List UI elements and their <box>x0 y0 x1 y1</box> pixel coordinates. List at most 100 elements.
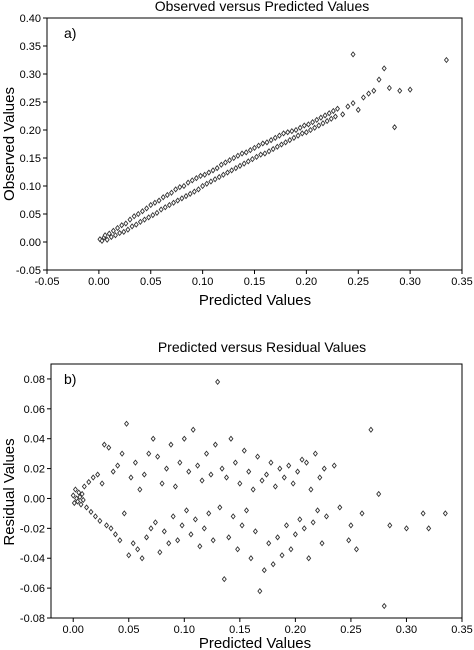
chart-b-data-point <box>190 426 196 433</box>
chart-a-data-point <box>173 186 179 193</box>
chart-a-data-point <box>106 230 112 237</box>
chart-b-data-point <box>146 450 152 457</box>
chart-a-data-point <box>350 99 356 107</box>
chart-b-x-tick-label-5: 0.25 <box>340 624 361 636</box>
chart-b-data-point <box>283 522 289 529</box>
chart-a-data-point <box>355 106 361 113</box>
chart-b-data-point <box>80 496 86 504</box>
chart-b-data-point <box>312 450 318 457</box>
chart-a-data-point <box>160 194 166 201</box>
chart-a-data-point <box>262 150 268 157</box>
chart-a-data-point <box>133 221 139 228</box>
chart-a-y-tick-label-1: 0.00 <box>20 237 41 249</box>
chart-b-x-tick-label-3: 0.15 <box>229 624 250 636</box>
chart-a-data-point <box>324 117 330 125</box>
chart-a-data-point <box>247 147 253 154</box>
chart-b-data-point <box>228 435 234 442</box>
chart-b-data-point <box>108 525 114 532</box>
chart-a-data-point <box>121 228 127 236</box>
chart-a-data-point <box>270 145 276 153</box>
chart-a-data-point <box>252 144 257 152</box>
chart-a-data-point <box>164 191 170 199</box>
chart-a-data-point <box>125 226 131 233</box>
chart-b-data-point <box>186 468 192 475</box>
chart-b-data-point <box>331 462 337 469</box>
chart-a-y-tick-label-5: 0.20 <box>20 125 41 137</box>
chart-b-data-point <box>141 471 147 478</box>
chart-a-y-tick-label-6: 0.25 <box>20 97 41 109</box>
chart-a-data-point <box>191 188 197 195</box>
chart-b-data-point <box>319 540 325 547</box>
chart-b-data-point <box>152 519 158 526</box>
chart-b-data-point <box>295 468 301 475</box>
chart-a-data-point <box>227 157 233 164</box>
chart-b-data-point <box>115 462 121 469</box>
chart-a-data-point <box>266 148 272 155</box>
chart-a-data-point <box>392 124 398 131</box>
chart-b-data-point <box>246 468 252 475</box>
chart-a-data-point <box>142 216 148 223</box>
chart-a-data-point <box>169 189 174 196</box>
chart-b-y-tick-label-5: 0.02 <box>24 464 45 476</box>
chart-b-data-point <box>219 465 225 472</box>
chart-b-data-point <box>387 522 393 529</box>
chart-b-data-point <box>208 471 214 478</box>
chart-b-data-point <box>101 441 107 448</box>
chart-b-data-point <box>292 531 298 538</box>
chart-a-data-point <box>303 129 309 136</box>
chart-a-data-point <box>119 222 125 229</box>
chart-a-data-point <box>206 169 212 176</box>
chart-b-data-point <box>144 534 150 541</box>
chart-b-panel-label: b) <box>64 371 76 387</box>
chart-a-data-point <box>158 206 164 213</box>
chart-b-data-point <box>323 513 329 520</box>
chart-a-y-axis-label: Observed Values <box>1 87 18 201</box>
chart-b-data-point <box>106 444 112 451</box>
chart-b-data-point <box>301 525 307 532</box>
chart-a-data-point <box>137 218 143 225</box>
chart-b-data-point <box>206 510 212 517</box>
chart-b-data-point <box>270 561 276 568</box>
chart-b-data-point <box>215 378 221 386</box>
chart-b-data-point <box>177 459 183 466</box>
chart-a-data-point <box>268 136 274 144</box>
chart-b-data-point <box>442 510 448 517</box>
chart-b-data-point <box>148 525 154 532</box>
chart-b-x-tick-label-7: 0.35 <box>451 624 472 636</box>
chart-a-data-point <box>187 190 193 197</box>
chart-b-data-point <box>244 507 249 514</box>
chart-b-x-tick-label-4: 0.20 <box>285 624 306 636</box>
chart-a-data-point <box>381 65 387 72</box>
chart-b-data-point <box>71 499 77 507</box>
chart-b-y-tick-label-1: -0.06 <box>20 583 45 595</box>
chart-a-y-tick-label-7: 0.30 <box>20 69 41 81</box>
chart-b-x-tick-label-0: 0.00 <box>63 624 84 636</box>
chart-a-data-point <box>239 150 245 157</box>
chart-a-x-tick-label-4: 0.15 <box>244 276 265 288</box>
chart-a-data-point <box>366 90 372 97</box>
chart-a-data-point <box>281 130 287 137</box>
chart-a-data-point <box>308 126 314 134</box>
chart-a-panel-label: a) <box>64 25 76 41</box>
chart-b-y-tick-label-0: -0.08 <box>20 613 45 625</box>
chart-a-data-point <box>276 132 282 139</box>
chart-b-data-point <box>155 453 161 460</box>
chart-a-data-point <box>360 94 366 101</box>
chart-a-data-point <box>237 162 243 169</box>
chart-a-data-point <box>150 211 156 219</box>
chart-b-data-point <box>272 483 278 490</box>
chart-b-data-point <box>164 465 170 472</box>
chart-a-data-point <box>287 136 293 144</box>
chart-a-y-tick-label-3: 0.10 <box>20 181 41 193</box>
chart-a-data-point <box>345 103 351 110</box>
chart-a-x-tick-label-0: -0.05 <box>34 276 59 288</box>
chart-a-data-point <box>258 151 264 158</box>
chart-a-data-point <box>260 140 266 147</box>
chart-a-data-point <box>310 119 316 126</box>
chart-a-data-point <box>340 111 346 118</box>
chart-a-data-point <box>443 56 449 64</box>
chart-a-data-point <box>99 237 105 245</box>
chart-b-data-point <box>112 531 118 538</box>
chart-b-data-point <box>299 456 305 463</box>
chart-a-data-point <box>175 197 181 204</box>
